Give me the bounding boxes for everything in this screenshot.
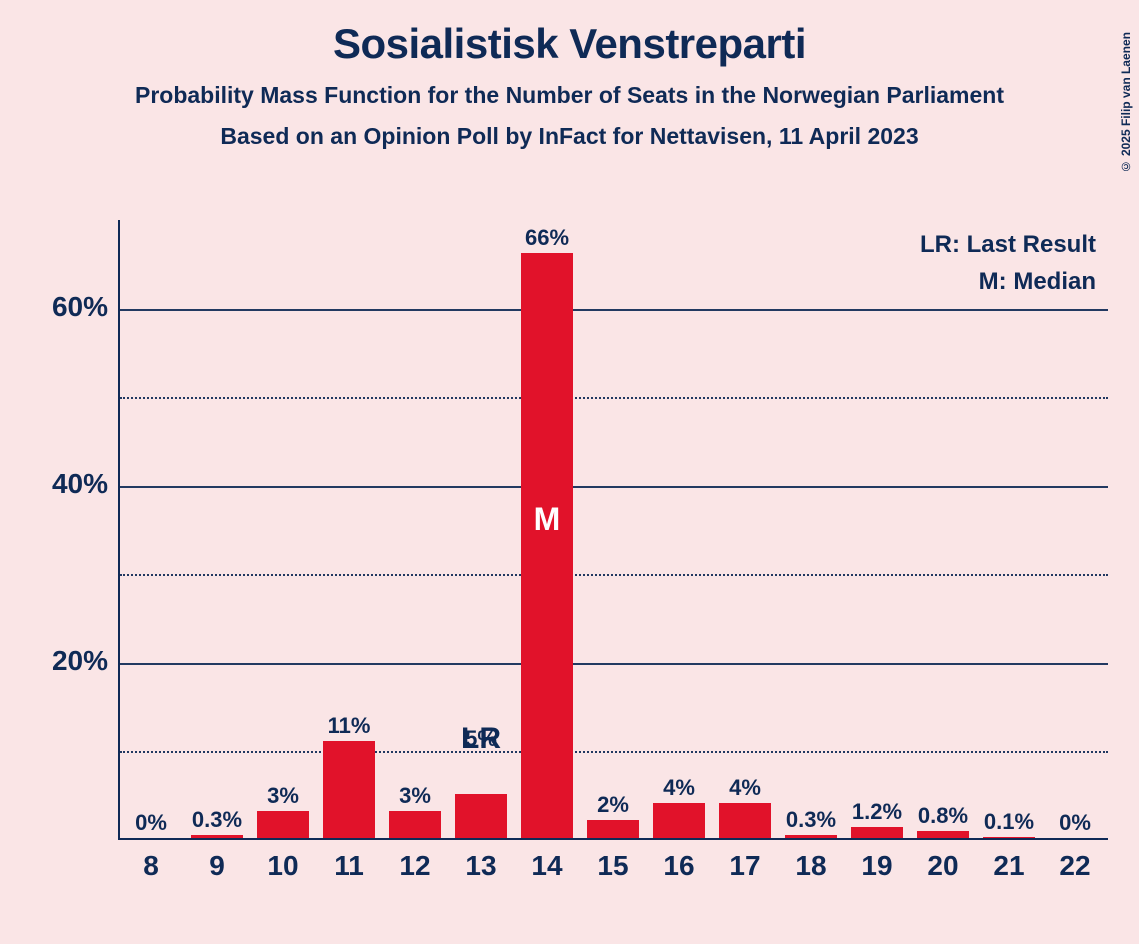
x-tick-label: 9 <box>184 850 250 882</box>
median-marker: M <box>514 501 580 538</box>
legend-box: LR: Last Result M: Median <box>920 226 1096 300</box>
bar-value-label: 4% <box>712 775 778 801</box>
gridline-minor <box>120 751 1108 753</box>
bar <box>917 831 968 838</box>
legend-m: M: Median <box>920 263 1096 300</box>
bar <box>785 835 836 838</box>
bar-value-label: 0.3% <box>184 807 250 833</box>
bar-value-label: 0.3% <box>778 807 844 833</box>
bar <box>389 811 440 838</box>
bar-value-label: 0% <box>118 810 184 836</box>
bar <box>455 794 506 838</box>
last-result-marker: LR <box>448 722 514 756</box>
chart-subtitle-2: Based on an Opinion Poll by InFact for N… <box>0 123 1139 150</box>
bar <box>191 835 242 838</box>
bar <box>653 803 704 838</box>
x-tick-label: 12 <box>382 850 448 882</box>
bar <box>521 253 572 838</box>
y-tick-label: 60% <box>52 291 108 323</box>
gridline-major <box>120 486 1108 488</box>
bar <box>587 820 638 838</box>
x-tick-label: 16 <box>646 850 712 882</box>
bar-value-label: 3% <box>382 783 448 809</box>
bar-value-label: 0.1% <box>976 809 1042 835</box>
x-tick-label: 8 <box>118 850 184 882</box>
y-tick-label: 20% <box>52 645 108 677</box>
chart-plot-area: LR: Last Result M: Median 20%40%60%0%80.… <box>118 220 1108 840</box>
gridline-minor <box>120 574 1108 576</box>
bar-value-label: 4% <box>646 775 712 801</box>
x-tick-label: 14 <box>514 850 580 882</box>
bar-value-label: 2% <box>580 792 646 818</box>
bar-value-label: 1.2% <box>844 799 910 825</box>
x-tick-label: 10 <box>250 850 316 882</box>
legend-lr: LR: Last Result <box>920 226 1096 263</box>
bar <box>719 803 770 838</box>
gridline-minor <box>120 397 1108 399</box>
x-tick-label: 22 <box>1042 850 1108 882</box>
gridline-major <box>120 663 1108 665</box>
copyright-text: © 2025 Filip van Laenen <box>1119 32 1133 173</box>
bar <box>983 837 1034 838</box>
x-tick-label: 19 <box>844 850 910 882</box>
x-tick-label: 21 <box>976 850 1042 882</box>
bar-value-label: 66% <box>514 225 580 251</box>
chart-title: Sosialistisk Venstreparti <box>0 20 1139 68</box>
bar <box>257 811 308 838</box>
x-tick-label: 20 <box>910 850 976 882</box>
gridline-major <box>120 309 1108 311</box>
chart-subtitle-1: Probability Mass Function for the Number… <box>0 82 1139 109</box>
x-tick-label: 11 <box>316 850 382 882</box>
x-tick-label: 17 <box>712 850 778 882</box>
x-tick-label: 15 <box>580 850 646 882</box>
bar <box>323 741 374 838</box>
bar-value-label: 11% <box>316 713 382 739</box>
bar-value-label: 0.8% <box>910 803 976 829</box>
x-tick-label: 13 <box>448 850 514 882</box>
bar-value-label: 3% <box>250 783 316 809</box>
y-tick-label: 40% <box>52 468 108 500</box>
y-axis <box>118 220 120 840</box>
x-axis <box>118 838 1108 840</box>
bar <box>851 827 902 838</box>
bar-value-label: 0% <box>1042 810 1108 836</box>
x-tick-label: 18 <box>778 850 844 882</box>
